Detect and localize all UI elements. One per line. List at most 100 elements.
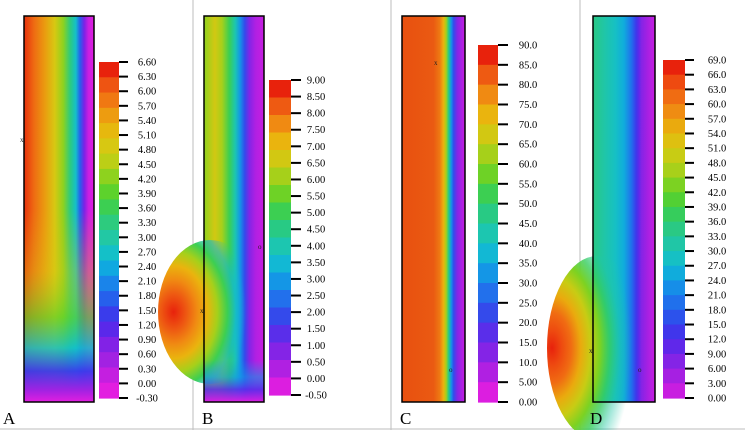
colorbar-label: 39.0 [708,202,726,213]
colorbar-label: 5.50 [307,192,325,203]
colorbar-label: 25.0 [519,298,537,309]
colorbar-d: 69.0 66.0 63.0 60.0 57.0 54.0 51.0 48.0 45.0 42.0… [663,56,726,405]
contour-frame [592,15,656,403]
colorbar-label: 50.0 [519,199,537,210]
colorbar-swatch [663,104,685,120]
panel-a: x 6.60 6.30 6.00 5.70 5.40 5.10 4.80 4.50 4.20 3.… [3,15,158,428]
colorbar-swatch [478,302,498,324]
colorbar-swatch [269,202,291,221]
colorbar-swatch [663,60,685,76]
colorbar-label: 48.0 [708,158,726,169]
colorbar-swatch [663,162,685,179]
hot-spot [158,240,262,384]
colorbar-swatch [663,339,685,355]
colorbar-label: 66.0 [708,70,726,81]
colorbar-label: 54.0 [708,129,726,140]
colorbar-label: 0.00 [307,374,325,385]
probe-marker: x [589,347,593,355]
panel-b: x o 9.00 8.50 8.00 7.50 7.00 6.50 6.00 5.50 5.00… [158,15,327,428]
contour-field [402,16,465,402]
panel-d: x o 69.0 66.0 63.0 60.0 57.0 54.0 51.0 48.0 45.0… [547,15,726,430]
colorbar-swatch [269,167,291,186]
colorbar-label: 80.0 [519,80,537,91]
colorbar-label: 0.60 [138,350,156,361]
colorbar-swatch [99,214,119,231]
colorbar-label: 1.50 [307,324,325,335]
colorbar-swatch [478,84,498,106]
probe-marker: o [258,243,262,251]
colorbar-label: 1.50 [138,306,156,317]
probe-marker: x [200,307,204,315]
colorbar-label: 3.00 [307,274,325,285]
colorbar-swatch [99,107,119,124]
colorbar-swatch [269,255,291,274]
colorbar-label: 2.70 [138,247,156,258]
colorbar-label: 5.00 [307,208,325,219]
colorbar-label: 8.00 [307,109,325,120]
colorbar-swatch [663,383,685,399]
colorbar-label: 9.00 [708,349,726,360]
colorbar-label: 5.70 [138,101,156,112]
colorbar-swatch [663,309,685,326]
colorbar-swatch [663,280,685,296]
colorbar-swatch [663,74,685,90]
colorbar-swatch [99,367,119,384]
colorbar-label: 10.0 [519,358,537,369]
colorbar-label: 33.0 [708,232,726,243]
colorbar-label: 60.0 [708,100,726,111]
colorbar-label: 4.00 [307,241,325,252]
colorbar-label: 30.0 [519,279,537,290]
colorbar-label: 6.50 [307,158,325,169]
panel-c: x o 90.0 85.0 80.0 75.0 70.0 65.0 60.0 55.0 50.0… [400,15,537,428]
colorbar-label: 7.50 [307,125,325,136]
colorbar-swatch [663,148,685,164]
contour-frame [401,15,466,403]
colorbar-swatch [478,183,498,205]
colorbar-swatch [663,133,685,149]
colorbar-swatch [99,138,119,155]
colorbar-label: 69.0 [708,56,726,67]
colorbar-label: 0.00 [708,394,726,405]
colorbar-swatch [269,290,291,309]
colorbar-swatch [99,245,119,262]
colorbar-a: 6.60 6.30 6.00 5.70 5.40 5.10 4.80 4.50 4.20 3.90… [99,58,158,405]
colorbar-label: 70.0 [519,120,537,131]
colorbar-swatch [663,295,685,311]
colorbar-label: 30.0 [708,247,726,258]
colorbar-label: -0.30 [136,394,158,405]
colorbar-label: 3.00 [138,233,156,244]
colorbar-label: 6.60 [138,58,156,69]
colorbar-swatch [269,220,291,239]
colorbar-swatch [99,336,119,353]
colorbar-swatch [269,80,291,99]
colorbar-swatch [663,177,685,193]
colorbar-label: 6.30 [138,72,156,83]
colorbar-label: 35.0 [519,259,537,270]
colorbar-swatch [99,352,119,369]
colorbar-label: 0.30 [138,364,156,375]
colorbar-swatch [663,368,685,384]
colorbar-label: 4.50 [307,225,325,236]
colorbar-swatch [269,307,291,326]
colorbar-swatch [99,382,119,399]
colorbar-swatch [478,124,498,145]
colorbar-label: 24.0 [708,276,726,287]
colorbar-label: 0.50 [307,357,325,368]
colorbar-label: 7.00 [307,142,325,153]
colorbar-label: 15.0 [519,338,537,349]
colorbar-swatch [478,263,498,284]
colorbar-swatch [663,206,685,223]
colorbar-label: 6.00 [307,175,325,186]
colorbar-swatch [478,342,498,363]
colorbar-swatch [478,382,498,403]
colorbar-label: 3.30 [138,218,156,229]
colorbar-swatch [99,321,119,338]
probe-marker: x [434,59,438,67]
colorbar-label: 20.0 [519,318,537,329]
colorbar-swatch [478,322,498,344]
colorbar-swatch [99,184,119,201]
colorbar-label: 57.0 [708,114,726,125]
colorbar-label: 2.10 [138,277,156,288]
colorbar-swatch [269,377,291,396]
colorbar-swatch [99,275,119,292]
